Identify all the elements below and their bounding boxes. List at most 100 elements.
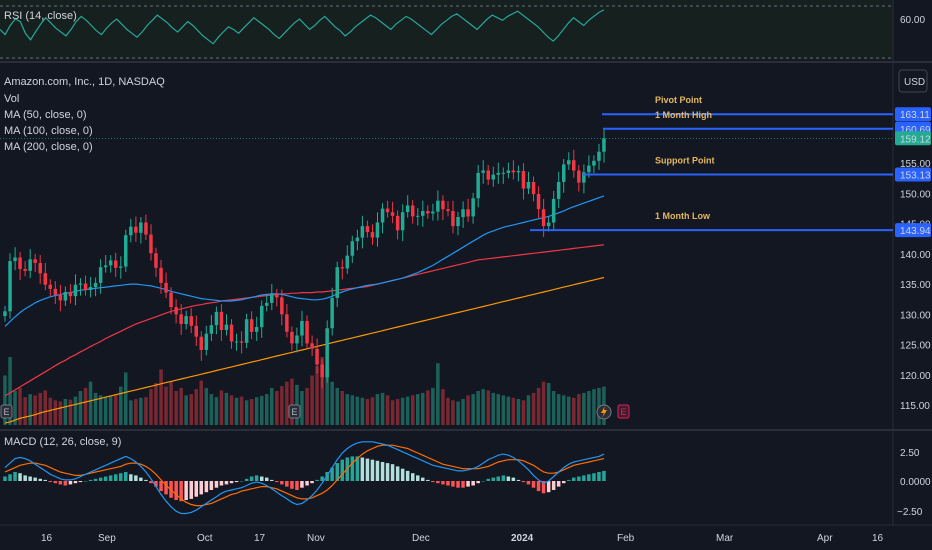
price-tag-label: 159.12 [900, 134, 931, 145]
candle-body [426, 211, 430, 214]
candle-body [562, 164, 566, 182]
candle-body [536, 194, 541, 210]
price-tick-label: 140.00 [900, 250, 931, 261]
price-tag-label: 153.13 [900, 171, 931, 182]
macd-hist-bar [270, 479, 274, 481]
level-lines[interactable]: Pivot Point 1 Month High Support Point 1 Mo… [530, 95, 893, 232]
candle-body [416, 215, 420, 217]
candle-body [53, 288, 58, 295]
currency-button-label[interactable]: USD [904, 77, 925, 88]
candle-body [219, 311, 224, 330]
volume-bar [436, 363, 440, 425]
candle-body [521, 171, 526, 189]
candle-body [506, 170, 511, 173]
time-label-feb: Feb [617, 533, 635, 544]
macd-hist-bar [466, 481, 470, 487]
macd-hist-bar [265, 477, 269, 481]
candle-body [204, 333, 209, 350]
macd-hist-bar [58, 481, 63, 485]
macd-hist-bar [83, 481, 88, 482]
volume-bar [395, 399, 400, 425]
volume-bar [98, 395, 103, 425]
macd-hist-bar [144, 479, 148, 481]
candle-body [83, 283, 88, 291]
currency-button[interactable] [898, 69, 928, 93]
volume-bar [174, 391, 178, 425]
time-label-dec: Dec [412, 533, 430, 544]
macd-hist-bar [476, 481, 480, 484]
candle-body [139, 222, 143, 233]
volume-bar [144, 397, 148, 425]
price-tag [895, 107, 931, 122]
macd-hist-bar [229, 481, 234, 484]
indicator-vol-label[interactable]: Vol [4, 93, 19, 105]
candle-body [526, 182, 531, 189]
macd-hist-bar [501, 475, 506, 481]
candle-body [471, 198, 475, 217]
macd-label[interactable]: MACD (12, 26, close, 9) [4, 436, 121, 448]
volume-bar [63, 399, 68, 425]
macd-hist-bar [572, 477, 576, 481]
macd-hist-bar [53, 481, 58, 484]
ma200-line [4, 276, 605, 424]
volume-bar [189, 394, 193, 425]
candle-body [169, 292, 173, 308]
time-label-16-apr: 16 [872, 533, 884, 544]
candle-body [209, 325, 214, 334]
candle-body [350, 241, 355, 256]
price-tick-label: 130.00 [900, 310, 931, 321]
candle-body [405, 205, 410, 213]
earnings-icon-past[interactable] [288, 404, 301, 419]
indicator-ma50-label[interactable]: MA (50, close, 0) [4, 109, 87, 121]
price-axis[interactable]: USD 160.00155.00150.00145.00140.00135.00… [895, 69, 931, 412]
volume-bar [139, 397, 143, 425]
volume-bar [23, 397, 27, 425]
macd-hist-bar [48, 481, 52, 483]
rsi-pane[interactable]: RSI (14, close) 60.00 [0, 0, 925, 60]
candle-body [88, 287, 93, 291]
macd-pane[interactable]: MACD (12, 26, close, 9) 2.50 0.0000 −2.5… [3, 436, 931, 518]
candle-body [390, 212, 395, 216]
price-tag-label: 163.11 [900, 110, 930, 121]
candle-body [159, 267, 163, 283]
earnings-icon[interactable] [617, 404, 630, 419]
candle-body [144, 222, 148, 235]
volume-bar [516, 399, 521, 425]
volume-bar [38, 392, 42, 425]
price-pane[interactable]: Pivot Point 1 Month High Support Point 1 Mo… [0, 76, 893, 425]
candle-body [456, 217, 460, 227]
candle-body [134, 226, 138, 233]
volume-bar [325, 368, 329, 425]
volume-bar [350, 395, 355, 425]
macd-hist-bar [43, 479, 47, 481]
volume-bar [119, 386, 123, 425]
candle-body [446, 209, 450, 211]
time-axis[interactable]: 16 Sep Oct 17 Nov Dec 2024 Feb Mar Apr 1… [41, 533, 884, 544]
volume-bar [370, 397, 375, 425]
volume-bar [451, 400, 455, 425]
symbol-title[interactable]: Amazon.com, Inc., 1D, NASDAQ [4, 76, 165, 88]
volume-bar [164, 386, 168, 425]
earnings-icon-early[interactable] [0, 404, 13, 419]
time-label-16-aug: 16 [41, 533, 53, 544]
indicator-ma100-label[interactable]: MA (100, close, 0) [4, 125, 93, 137]
time-label-nov: Nov [307, 533, 325, 544]
candle-body [93, 282, 98, 288]
volume-bar [305, 387, 309, 425]
volume-bar [491, 392, 495, 425]
volume-bar [536, 387, 541, 425]
macd-hist-bar [244, 478, 249, 481]
macd-hist-bar [320, 476, 324, 481]
volume-bar [446, 397, 450, 425]
candle-body [491, 174, 495, 180]
macd-hist-bar [602, 470, 606, 481]
volume-bar [149, 389, 153, 425]
volume-bar [526, 395, 531, 425]
candle-body [400, 212, 405, 231]
candle-body [285, 314, 289, 332]
volume-bar [3, 375, 7, 425]
candle-body [23, 269, 27, 271]
indicator-ma200-label[interactable]: MA (200, close, 0) [4, 141, 93, 153]
macd-hist-bar [486, 478, 490, 481]
